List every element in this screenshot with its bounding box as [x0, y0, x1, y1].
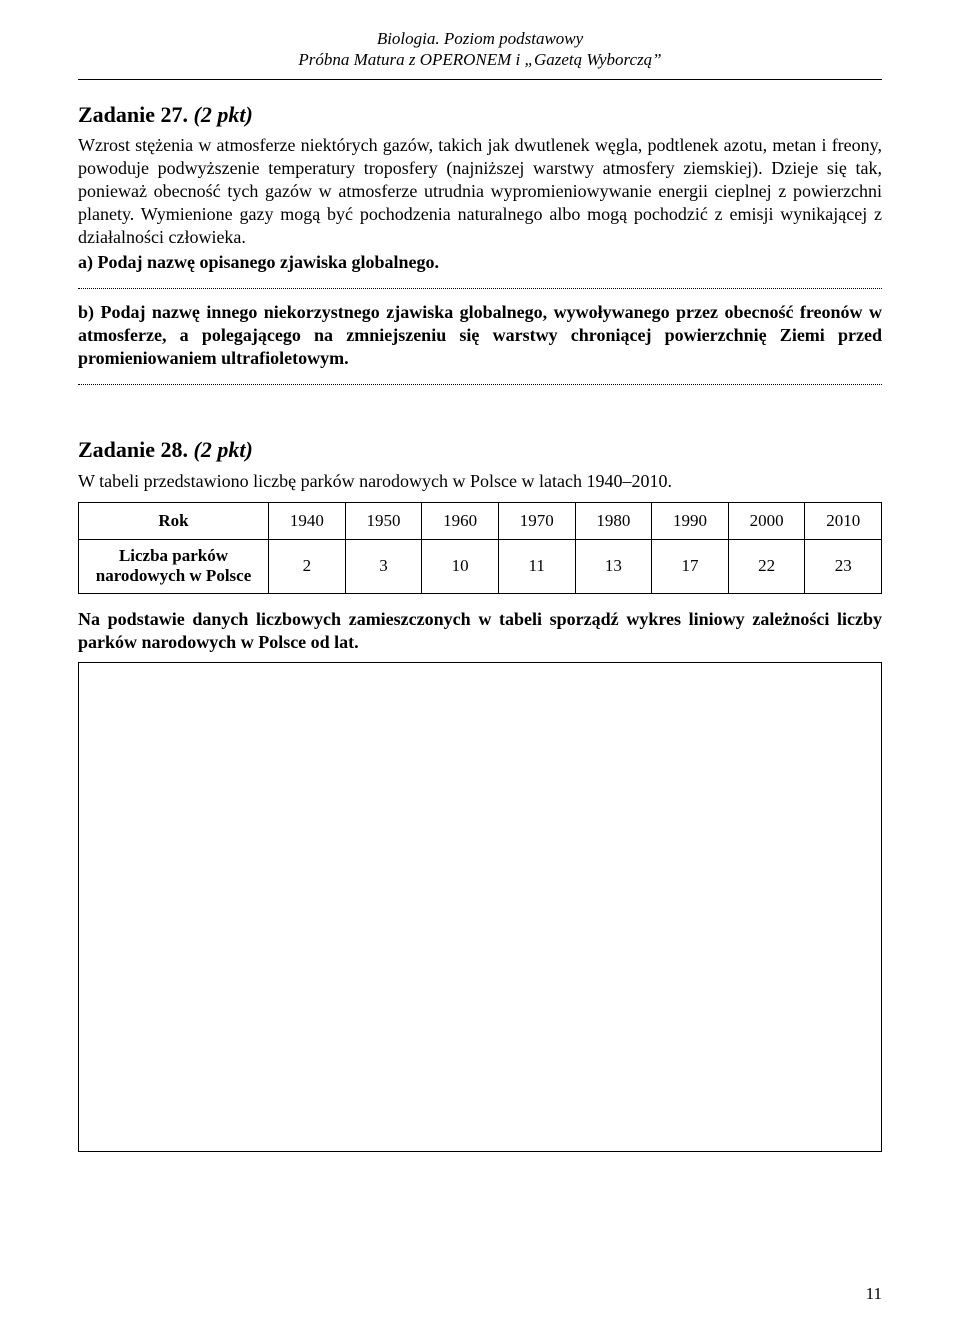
task27-paragraph: Wzrost stężenia w atmosferze niektórych …: [78, 134, 882, 249]
page-number: 11: [866, 1284, 882, 1304]
table-row-counts: Liczba parków narodowych w Polsce 2 3 10…: [79, 539, 882, 593]
count-cell: 17: [652, 539, 729, 593]
year-cell: 1960: [422, 502, 499, 539]
task27-prompt-a: a) Podaj nazwę opisanego zjawiska global…: [78, 251, 882, 274]
task28-intro: W tabeli przedstawiono liczbę parków nar…: [78, 471, 882, 492]
spacer: [78, 397, 882, 437]
page-header: Biologia. Poziom podstawowy Próbna Matur…: [78, 28, 882, 77]
header-line-2: Próbna Matura z OPERONEM i „Gazetą Wybor…: [78, 49, 882, 70]
header-rule: [78, 79, 882, 80]
count-cell: 11: [498, 539, 575, 593]
year-cell: 1970: [498, 502, 575, 539]
count-cell: 10: [422, 539, 499, 593]
count-cell: 22: [728, 539, 805, 593]
task27-heading: Zadanie 27. (2 pkt): [78, 102, 882, 128]
parks-table: Rok 1940 1950 1960 1970 1980 1990 2000 2…: [78, 502, 882, 594]
task27-prompt-b: b) Podaj nazwę innego niekorzystnego zja…: [78, 301, 882, 370]
year-cell: 2000: [728, 502, 805, 539]
page: Biologia. Poziom podstawowy Próbna Matur…: [0, 0, 960, 1326]
task28-instruction: Na podstawie danych liczbowych zamieszcz…: [78, 608, 882, 655]
header-line-1: Biologia. Poziom podstawowy: [78, 28, 882, 49]
task27-points: (2 pkt): [194, 102, 253, 127]
year-cell: 1940: [269, 502, 346, 539]
table-row-years: Rok 1940 1950 1960 1970 1980 1990 2000 2…: [79, 502, 882, 539]
task28-points: (2 pkt): [194, 437, 253, 462]
graph-answer-box[interactable]: [78, 662, 882, 1152]
count-cell: 13: [575, 539, 652, 593]
row-label-year: Rok: [79, 502, 269, 539]
count-cell: 3: [345, 539, 422, 593]
year-cell: 1950: [345, 502, 422, 539]
task27-label: Zadanie 27.: [78, 102, 188, 127]
answer-line-b[interactable]: [78, 384, 882, 385]
task28-heading: Zadanie 28. (2 pkt): [78, 437, 882, 463]
count-cell: 23: [805, 539, 882, 593]
task28-label: Zadanie 28.: [78, 437, 188, 462]
year-cell: 2010: [805, 502, 882, 539]
count-cell: 2: [269, 539, 346, 593]
answer-line-a[interactable]: [78, 288, 882, 289]
row-label-count: Liczba parków narodowych w Polsce: [79, 539, 269, 593]
year-cell: 1990: [652, 502, 729, 539]
year-cell: 1980: [575, 502, 652, 539]
